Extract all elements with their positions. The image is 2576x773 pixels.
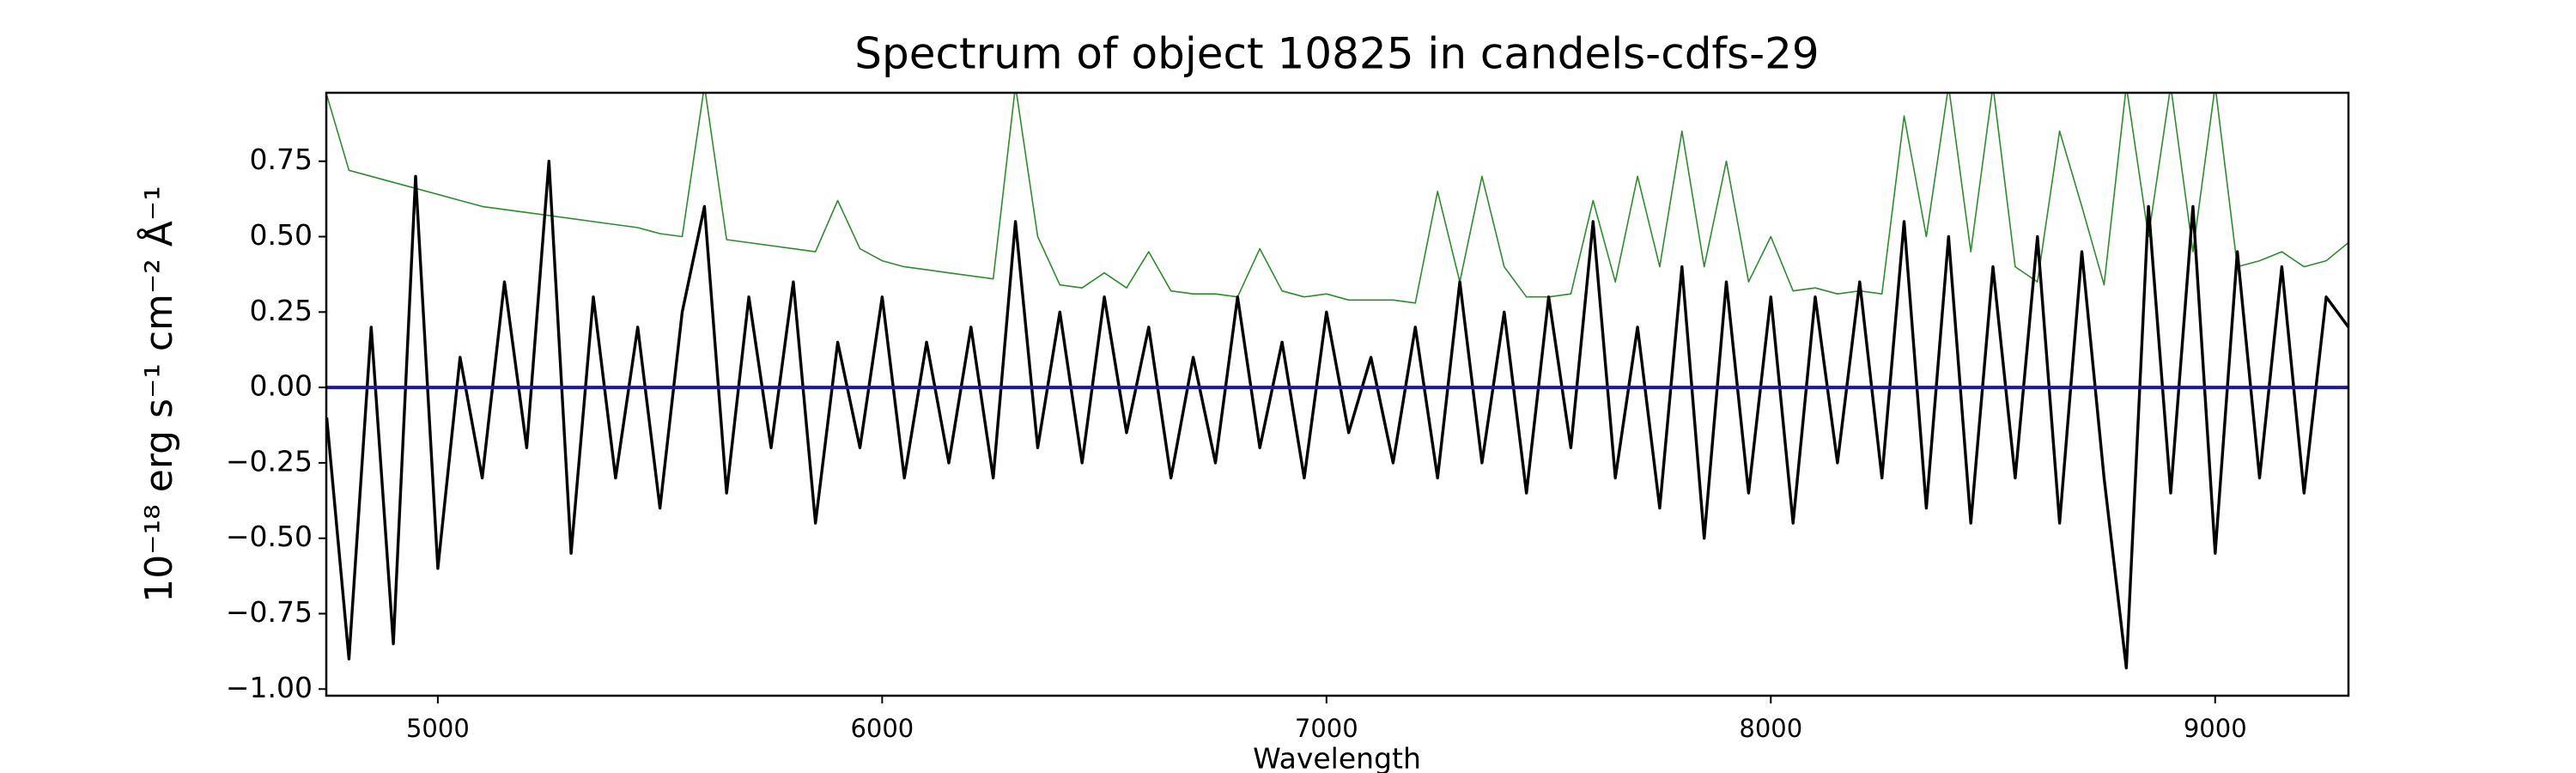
x-tick-label: 5000 bbox=[406, 714, 470, 743]
x-axis-label: Wavelength bbox=[1253, 742, 1421, 773]
y-tick-label: 0.00 bbox=[250, 369, 313, 403]
x-tick-label: 6000 bbox=[850, 714, 914, 743]
y-tick-label: 0.75 bbox=[250, 143, 313, 176]
y-tick-label: −0.25 bbox=[226, 444, 313, 478]
x-tick-label: 7000 bbox=[1295, 714, 1358, 743]
y-tick-label: 0.25 bbox=[250, 294, 313, 327]
plot-frame bbox=[325, 91, 2350, 697]
plot-area bbox=[326, 93, 2348, 670]
spectrum-line bbox=[326, 93, 2348, 304]
x-tick-label: 8000 bbox=[1739, 714, 1802, 743]
x-tick-label: 9000 bbox=[2184, 714, 2247, 743]
chart-title: Spectrum of object 10825 in candels-cdfs… bbox=[854, 29, 1820, 79]
y-tick-label: −1.00 bbox=[226, 671, 313, 704]
y-tick-label: 0.50 bbox=[250, 218, 313, 252]
spectrum-line bbox=[326, 160, 2348, 670]
y-axis-label: 10⁻¹⁸ erg s⁻¹ cm⁻² Å⁻¹ bbox=[136, 186, 181, 602]
y-tick-label: −0.50 bbox=[226, 520, 313, 553]
y-tick-label: −0.75 bbox=[226, 595, 313, 629]
